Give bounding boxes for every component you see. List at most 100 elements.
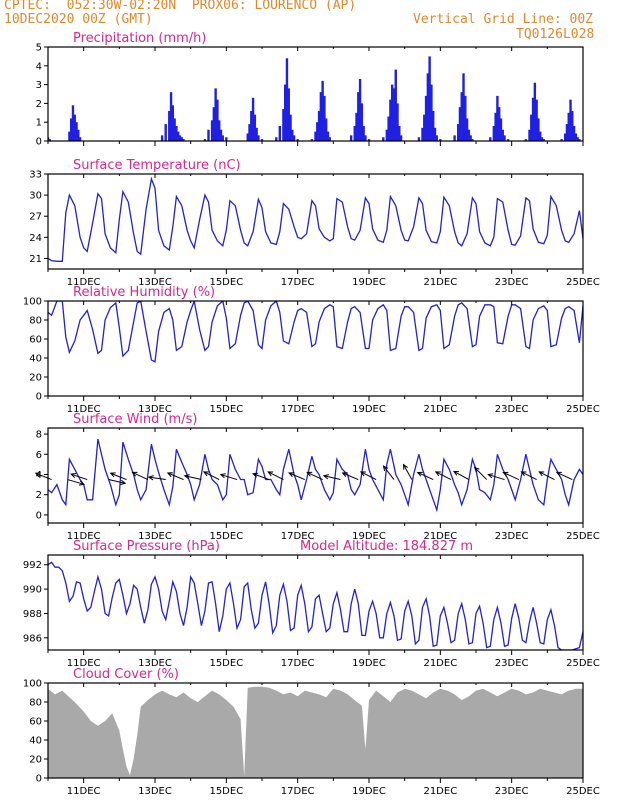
- cloud-cover-ytick-label: 80: [29, 698, 42, 709]
- pressure-frame: [47, 554, 584, 651]
- wind-arrow-head: [473, 466, 480, 473]
- precipitation-bar: [364, 135, 367, 141]
- wind-ytick-label: 0: [36, 510, 42, 521]
- humidity-ytick-label: 0: [36, 392, 42, 403]
- precipitation-bar: [349, 135, 353, 141]
- wind-arrow: [108, 479, 126, 484]
- wind-arrow: [403, 464, 413, 480]
- cloud-cover-xtick-label: 11DEC: [67, 786, 101, 797]
- wind-arrow: [539, 471, 555, 480]
- precipitation-bar: [255, 127, 258, 141]
- wind-ytick-label: 8: [36, 430, 42, 441]
- precipitation-bar: [524, 139, 528, 141]
- wind-xtick-label: 23DEC: [495, 531, 529, 542]
- precipitation-bar: [316, 122, 319, 141]
- precipitation-bar: [78, 137, 82, 141]
- precipitation-bar: [319, 92, 323, 141]
- precipitation-bar: [497, 107, 501, 141]
- pressure-ytick-label: 986: [23, 633, 42, 644]
- humidity-ytick-label: 80: [29, 316, 42, 327]
- precipitation-bar: [182, 139, 185, 141]
- precipitation-bar: [428, 56, 431, 141]
- precipitation-bar: [458, 107, 462, 141]
- precipitation-bar: [398, 125, 401, 141]
- precipitation-bar: [326, 131, 330, 141]
- wind-arrow: [288, 472, 305, 481]
- precipitation-bar: [289, 114, 292, 141]
- wind-arrow-head: [452, 470, 459, 476]
- cloud-cover-ytick-label: 20: [29, 755, 42, 766]
- precipitation-bar: [563, 133, 567, 141]
- precipitation-bar: [168, 110, 171, 141]
- precipitation-bar: [367, 139, 371, 141]
- wind-arrow-head: [306, 471, 313, 477]
- cloud-cover-xtick-label: 13DEC: [138, 786, 172, 797]
- precipitation-bar: [176, 131, 180, 141]
- precipitation-bar: [171, 105, 175, 141]
- precipitation-bar: [531, 97, 535, 141]
- precipitation-bar: [285, 58, 289, 141]
- precipitation-bar: [253, 114, 257, 141]
- precipitation-bar: [456, 124, 460, 141]
- wind-arrow-head: [109, 472, 116, 478]
- wind-arrow: [306, 471, 323, 480]
- precipitation-bar: [501, 129, 504, 141]
- humidity-title: Relative Humidity (%): [73, 285, 215, 300]
- cloud-cover-frame: [47, 682, 584, 779]
- wind-ytick-label: 4: [36, 470, 42, 481]
- wind-arrow: [70, 473, 88, 481]
- temperature-xtick-label: 25DEC: [566, 277, 600, 288]
- precipitation-bar: [353, 125, 356, 141]
- precipitation-bar: [291, 129, 294, 141]
- wind-arrow-head: [219, 473, 226, 479]
- temperature-xtick-label: 17DEC: [281, 277, 315, 288]
- precipitation-bar: [469, 135, 472, 141]
- wind-arrow: [435, 471, 452, 480]
- precipitation-bar: [251, 97, 255, 141]
- precipitation-bar: [246, 133, 249, 141]
- humidity-xtick-label: 19DEC: [352, 404, 386, 415]
- pressure-xtick-label: 17DEC: [281, 658, 315, 669]
- precipitation-bar: [494, 112, 497, 141]
- precipitation-bar: [574, 133, 578, 141]
- wind-arrow: [184, 475, 202, 481]
- wind-arrow-head: [359, 471, 366, 477]
- wind-arrow-head: [434, 471, 441, 477]
- cloud-cover-xtick-label: 19DEC: [352, 786, 386, 797]
- wind-arrow-head: [120, 479, 127, 485]
- precipitation-bar: [175, 125, 178, 141]
- temperature-ytick-label: 21: [29, 254, 42, 265]
- precipitation-bar: [385, 129, 389, 141]
- wind-ytick-label: 2: [36, 490, 42, 501]
- wind-arrow-head: [555, 471, 562, 477]
- wind-xtick-label: 17DEC: [281, 531, 315, 542]
- precipitation-bar: [578, 139, 581, 141]
- wind-arrow: [220, 474, 238, 481]
- pressure-ytick-label: 990: [23, 585, 42, 596]
- precipitation-bar: [435, 135, 438, 141]
- wind-arrow: [453, 470, 470, 480]
- pressure-xtick-label: 15DEC: [209, 658, 243, 669]
- precipitation-bar: [323, 95, 326, 141]
- precipitation-bar: [390, 84, 394, 141]
- wind-arrow: [488, 474, 505, 481]
- precipitation-bar: [560, 139, 563, 141]
- precipitation-bar: [396, 103, 399, 141]
- pressure-ytick-label: 992: [23, 560, 42, 571]
- precipitation-bar: [296, 139, 299, 141]
- precipitation-bar: [357, 92, 360, 141]
- wind-arrow-head: [183, 474, 190, 480]
- wind-arrow-head: [202, 471, 210, 477]
- precipitation-bar: [571, 110, 574, 141]
- precipitation-bar: [180, 137, 183, 141]
- precipitation-bar: [248, 124, 251, 141]
- precipitation-bar: [503, 135, 506, 141]
- precipitation-bar: [317, 110, 321, 141]
- temperature-xtick-label: 15DEC: [209, 277, 243, 288]
- precipitation-bar: [73, 114, 76, 141]
- precipitation-bar: [537, 118, 540, 141]
- pressure-line: [48, 561, 583, 650]
- temperature-ytick-label: 30: [29, 191, 42, 202]
- pressure-xtick-label: 21DEC: [423, 658, 457, 669]
- cloud-cover-area: [48, 686, 583, 778]
